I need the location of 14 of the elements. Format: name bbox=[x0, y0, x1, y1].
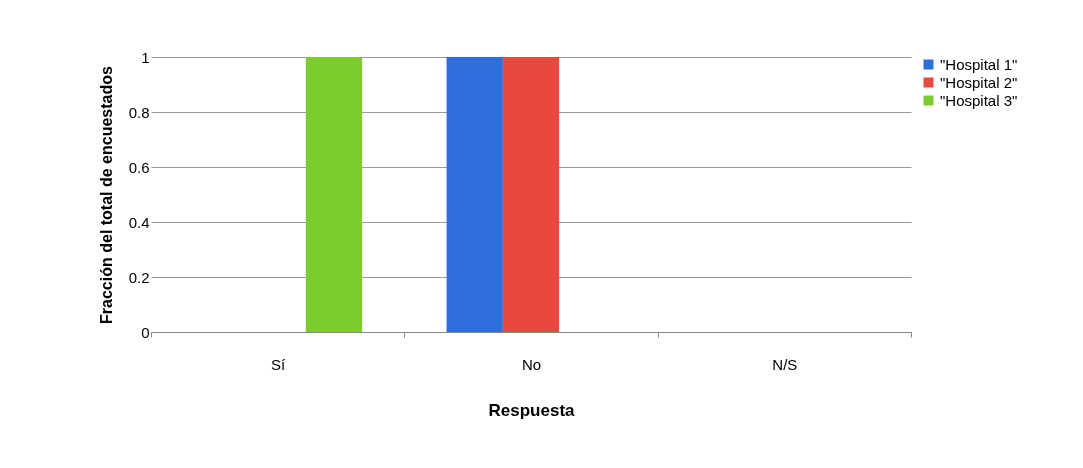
x-tick-label: Sí bbox=[271, 355, 287, 373]
y-tick-label: 0 bbox=[141, 323, 150, 341]
y-tick-label: 0.4 bbox=[128, 213, 150, 231]
legend-label: "Hospital 1" bbox=[940, 55, 1018, 73]
y-tick-label: 0.8 bbox=[128, 103, 150, 121]
y-tick-label: 1 bbox=[141, 48, 150, 66]
y-tick-label: 0.6 bbox=[128, 158, 150, 176]
x-tick-label: No bbox=[521, 355, 542, 373]
y-tick-label: 0.2 bbox=[128, 268, 150, 286]
legend-label: "Hospital 3" bbox=[940, 91, 1018, 109]
x-axis-title: Respuesta bbox=[488, 400, 576, 420]
y-axis-title: Fracción del total de encuestados bbox=[97, 65, 115, 324]
x-tick-label: N/S bbox=[772, 355, 798, 373]
legend-label: "Hospital 2" bbox=[940, 73, 1018, 91]
